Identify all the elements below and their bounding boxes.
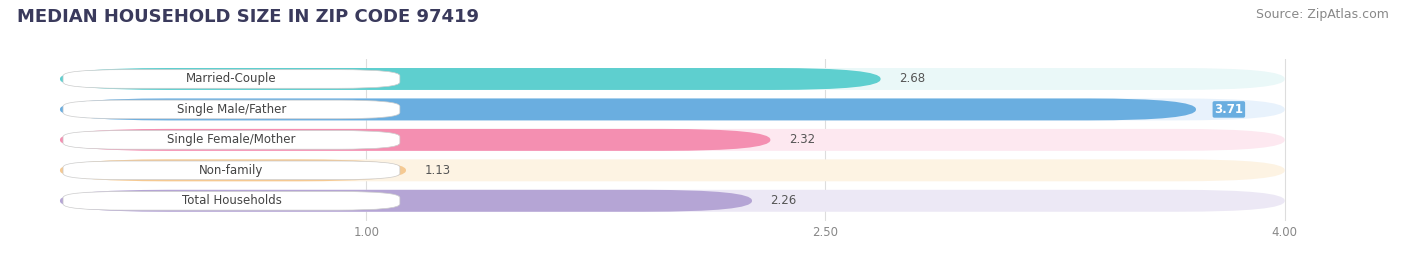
Text: 2.26: 2.26 bbox=[770, 194, 797, 207]
Text: Single Male/Father: Single Male/Father bbox=[177, 103, 287, 116]
Text: MEDIAN HOUSEHOLD SIZE IN ZIP CODE 97419: MEDIAN HOUSEHOLD SIZE IN ZIP CODE 97419 bbox=[17, 8, 479, 26]
FancyBboxPatch shape bbox=[60, 159, 406, 181]
FancyBboxPatch shape bbox=[60, 68, 880, 90]
FancyBboxPatch shape bbox=[63, 161, 399, 180]
FancyBboxPatch shape bbox=[63, 70, 399, 88]
Text: Single Female/Mother: Single Female/Mother bbox=[167, 133, 295, 146]
Text: 1.13: 1.13 bbox=[425, 164, 450, 177]
Text: 2.68: 2.68 bbox=[898, 72, 925, 86]
Text: Source: ZipAtlas.com: Source: ZipAtlas.com bbox=[1256, 8, 1389, 21]
Text: Total Households: Total Households bbox=[181, 194, 281, 207]
FancyBboxPatch shape bbox=[60, 190, 752, 212]
FancyBboxPatch shape bbox=[63, 192, 399, 210]
FancyBboxPatch shape bbox=[60, 129, 1285, 151]
FancyBboxPatch shape bbox=[60, 98, 1197, 121]
FancyBboxPatch shape bbox=[63, 130, 399, 149]
FancyBboxPatch shape bbox=[60, 68, 1285, 90]
FancyBboxPatch shape bbox=[63, 100, 399, 119]
FancyBboxPatch shape bbox=[60, 98, 1285, 121]
FancyBboxPatch shape bbox=[60, 129, 770, 151]
FancyBboxPatch shape bbox=[60, 190, 1285, 212]
Text: Married-Couple: Married-Couple bbox=[186, 72, 277, 86]
Text: 2.32: 2.32 bbox=[789, 133, 815, 146]
Text: 3.71: 3.71 bbox=[1215, 103, 1243, 116]
Text: Non-family: Non-family bbox=[200, 164, 264, 177]
FancyBboxPatch shape bbox=[60, 159, 1285, 181]
